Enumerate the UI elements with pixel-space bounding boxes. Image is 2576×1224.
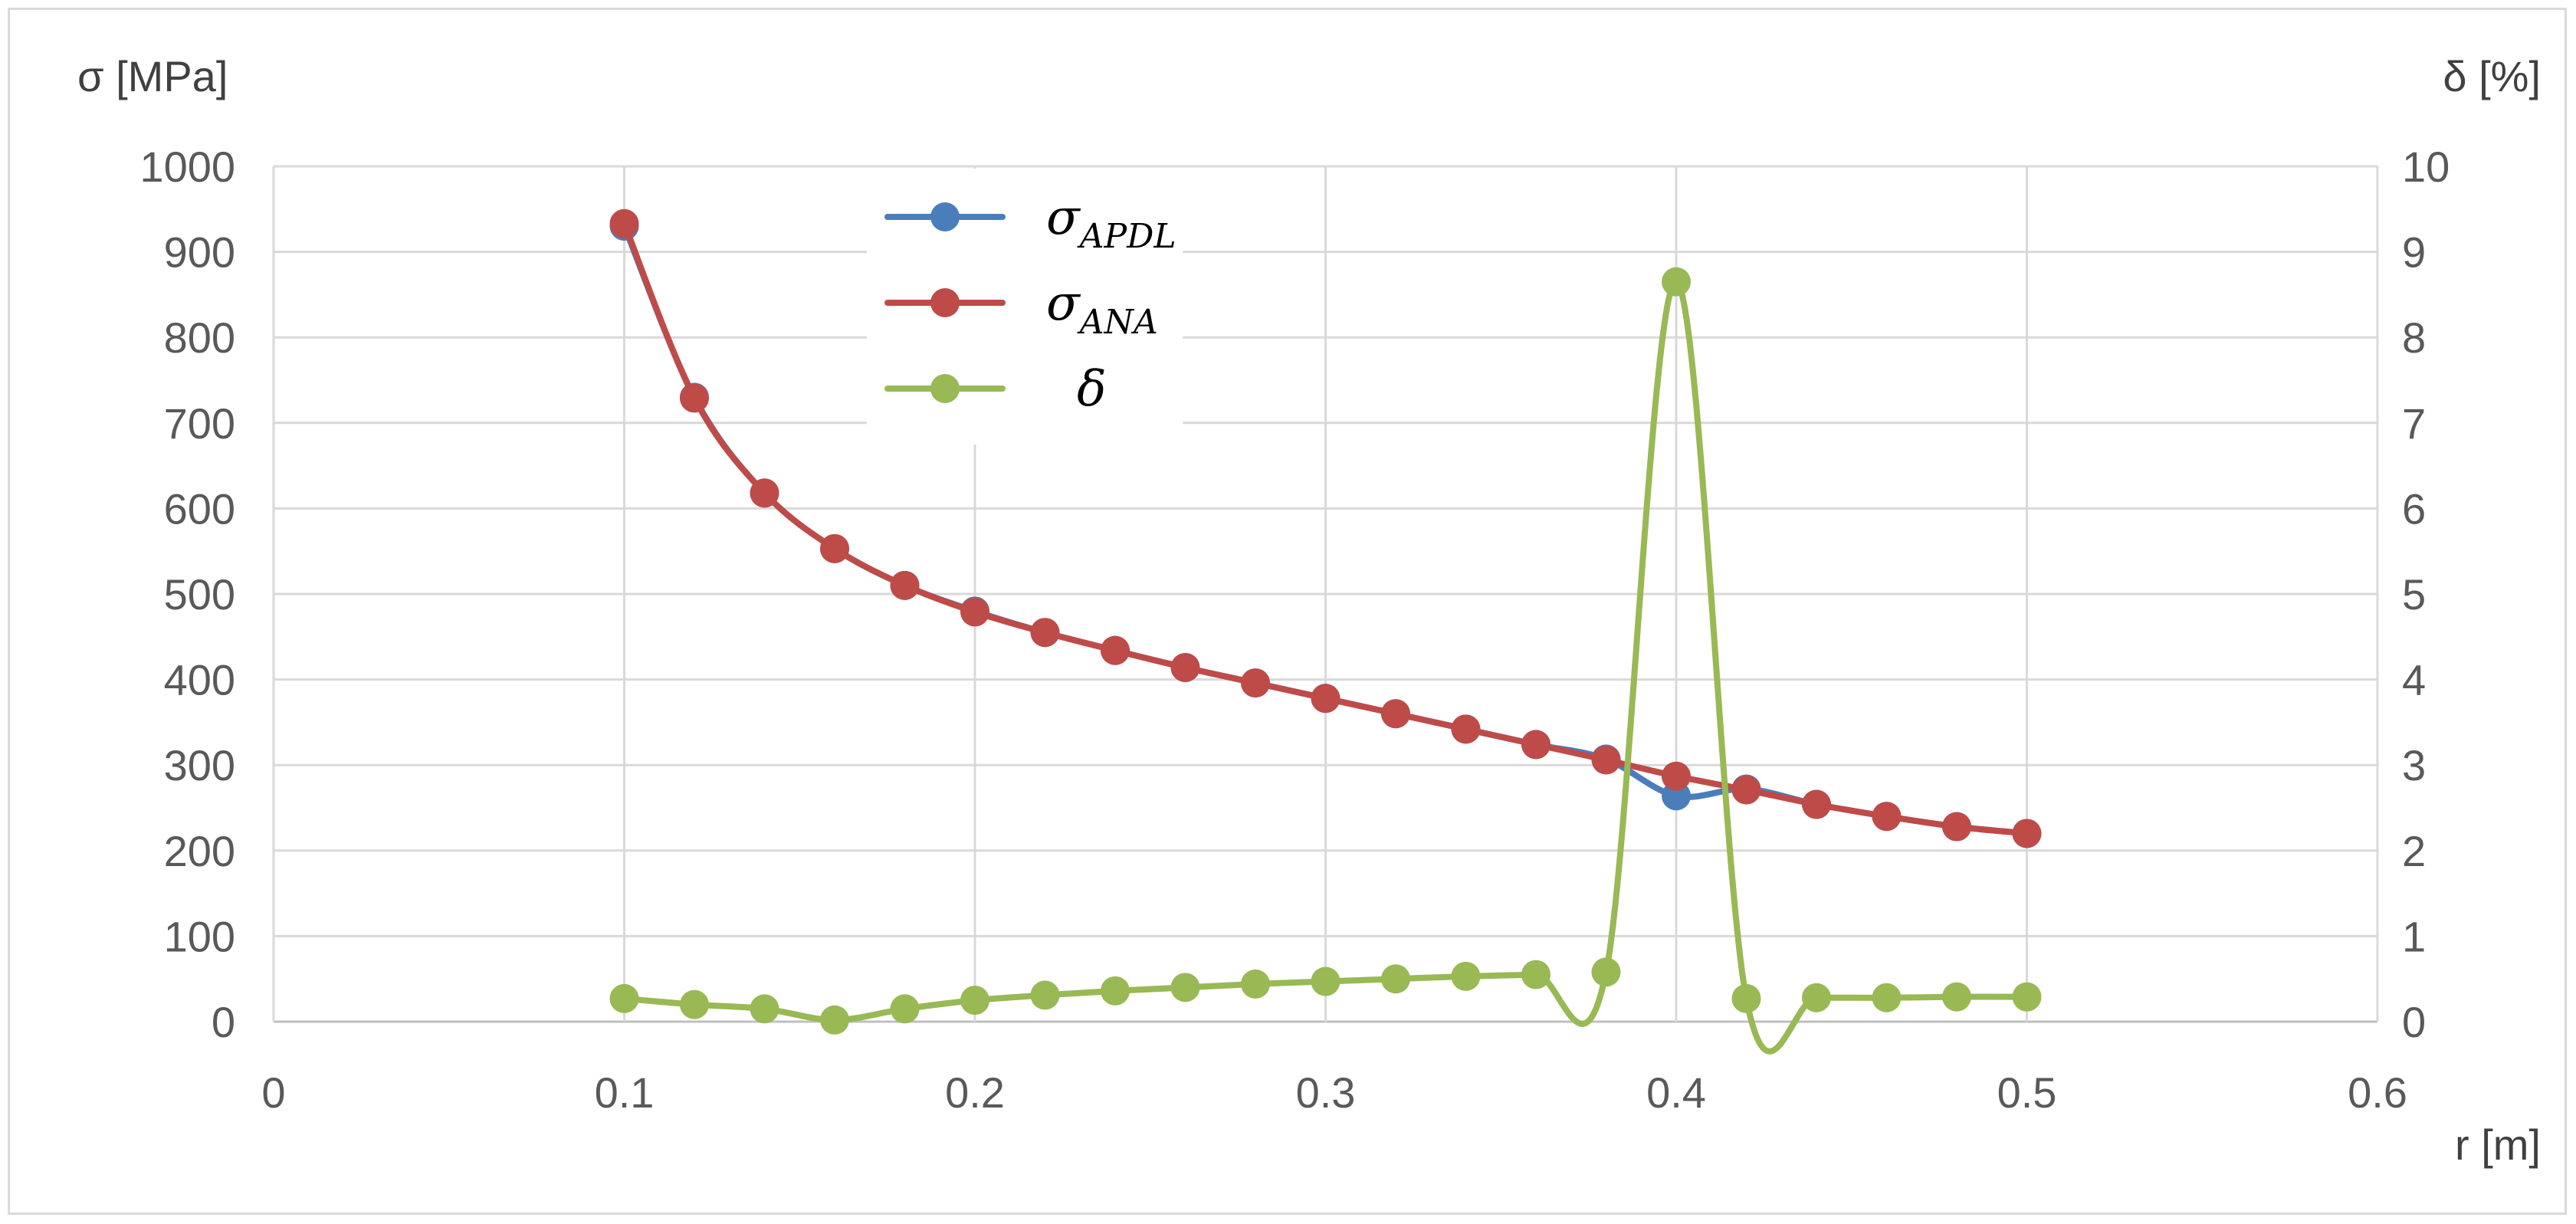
data-point [1872,983,1902,1012]
legend-label-subscript: APDL [1077,217,1176,256]
y-right-tick-label: 0 [2402,998,2426,1046]
legend-label: δ [1077,361,1107,418]
data-point [2012,982,2042,1012]
y-right-tick-label: 6 [2402,484,2426,533]
x-tick-label: 0.6 [2348,1068,2407,1117]
x-tick-label: 0.3 [1296,1068,1356,1117]
data-point [1802,983,1831,1012]
data-point [1381,699,1410,729]
y-left-tick-label: 600 [164,484,235,533]
y-axis-right-title: δ [%] [2443,52,2541,100]
y-left-tick-label: 1000 [139,143,235,191]
y-left-tick-label: 200 [164,827,235,875]
x-tick-label: 0.2 [945,1068,1005,1117]
chart-svg: 0100200300400500600700800900100001234567… [77,52,2541,1169]
gridlines [272,165,2379,1023]
x-tick-label: 0.5 [1997,1068,2057,1117]
data-point [960,597,989,627]
y-right-tick-label: 9 [2402,228,2426,277]
x-axis-title: r [m] [2455,1121,2541,1169]
data-point [750,478,779,508]
y-left-tick-label: 300 [164,741,235,789]
data-point [1942,812,1971,842]
y-left-tick-label: 400 [164,656,235,704]
y-right-tick-label: 3 [2402,741,2426,789]
plot-area [609,208,2042,1055]
y-right-tick-label: 8 [2402,313,2426,362]
y-left-tick-label: 800 [164,313,235,362]
y-right-tick-label: 5 [2402,570,2426,619]
chart-frame: 0 100 200 300 400 500 600 700 800 900 1000 0 1 2 3 4 5 6 7… [8,8,2567,1215]
legend-label-subscript: ANA [1077,303,1158,342]
y-right-tick-label: 2 [2402,827,2426,875]
y-left-tick-label: 0 [212,998,235,1046]
data-point [1591,745,1621,775]
axes: 0100200300400500600700800900100001234567… [139,143,2450,1117]
data-point [820,533,849,563]
y-right-tick-label: 1 [2402,912,2426,960]
data-point [680,989,709,1019]
data-point [1101,976,1130,1006]
y-right-tick-label: 7 [2402,399,2426,448]
data-point [1451,714,1481,744]
x-tick-label: 0 [261,1068,285,1117]
data-point [1381,964,1410,994]
data-point [1311,684,1341,714]
data-point [1241,969,1270,999]
x-tick-label: 0.4 [1646,1068,1706,1117]
data-point [1030,618,1060,648]
data-point [1731,775,1761,805]
data-point [1802,789,1831,819]
data-point [820,1005,849,1035]
y-left-tick-label: 500 [164,570,235,619]
series-2 [609,208,2042,848]
data-point [960,986,989,1016]
data-point [2012,819,2042,848]
data-point [680,383,709,413]
y-left-tick-label: 900 [164,228,235,277]
legend-item: δ [884,361,1107,418]
data-point [609,983,639,1013]
data-point [1451,961,1481,991]
series-3 [609,267,2042,1055]
data-point [609,208,639,238]
data-point [1662,267,1691,297]
data-point [1942,982,1971,1012]
y-right-tick-label: 10 [2402,143,2450,191]
data-point [1872,802,1902,832]
data-point [890,570,920,600]
data-point [1662,761,1691,791]
data-point [1731,983,1761,1013]
data-point [750,994,779,1024]
y-right-tick-label: 4 [2402,656,2426,704]
data-point [1170,973,1200,1002]
data-point [1521,960,1551,989]
y-axis-left-title: σ [MPa] [77,52,228,100]
x-tick-label: 0.1 [595,1068,655,1117]
series-line [621,220,2030,837]
legend-swatch-marker [930,288,960,317]
legend-swatch-marker [930,202,960,231]
data-point [1241,668,1270,698]
data-point [1591,957,1621,987]
y-left-tick-label: 100 [164,912,235,960]
y-left-tick-label: 700 [164,399,235,448]
data-point [1311,966,1341,996]
legend-swatch-marker [930,374,960,403]
data-point [1101,635,1130,665]
data-point [1521,730,1551,760]
data-point [890,994,920,1024]
data-point [1030,980,1060,1010]
data-point [1170,652,1200,682]
